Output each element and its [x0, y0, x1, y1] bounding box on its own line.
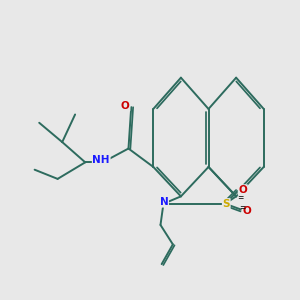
Text: NH: NH	[92, 155, 110, 165]
Text: O: O	[121, 100, 130, 111]
Text: S: S	[223, 199, 230, 209]
Text: =: =	[238, 193, 244, 202]
Text: O: O	[242, 206, 251, 216]
Text: N: N	[160, 197, 168, 207]
Text: O: O	[238, 185, 247, 195]
Text: =: =	[239, 203, 245, 212]
